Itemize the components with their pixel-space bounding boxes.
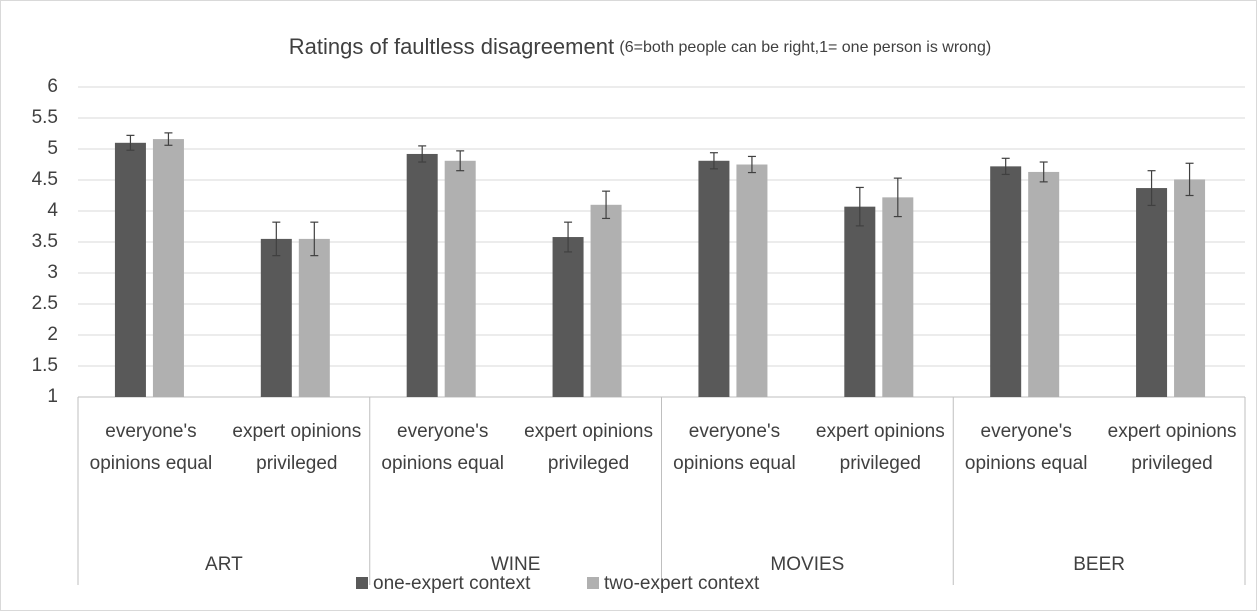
y-tick-label: 6 bbox=[47, 76, 58, 97]
x-tick-label: expert opinions privileged bbox=[524, 421, 653, 474]
error-bar bbox=[1147, 170, 1156, 207]
bar bbox=[444, 160, 476, 397]
y-tick-label: 4.5 bbox=[32, 169, 58, 190]
bar bbox=[260, 238, 292, 397]
y-tick-label: 2.5 bbox=[32, 293, 58, 314]
chart-subtitle: (6=both people can be right,1= one perso… bbox=[619, 39, 991, 56]
y-tick-label: 1.5 bbox=[32, 355, 58, 376]
bar bbox=[1136, 188, 1168, 397]
error-bar bbox=[1185, 162, 1194, 197]
error-bar bbox=[564, 221, 573, 253]
bar bbox=[298, 238, 330, 397]
x-tick-label: everyone's opinions equal bbox=[381, 421, 504, 474]
bar bbox=[736, 164, 768, 397]
group-label: WINE bbox=[491, 554, 541, 575]
legend-swatch bbox=[356, 577, 368, 589]
group-label: ART bbox=[205, 554, 243, 575]
x-tick-label: expert opinions privileged bbox=[1107, 421, 1237, 474]
legend-label: two-expert context bbox=[604, 573, 760, 594]
y-tick-label: 3.5 bbox=[32, 231, 58, 252]
chart-title: Ratings of faultless disagreement bbox=[289, 34, 614, 59]
bar bbox=[990, 166, 1022, 397]
chart-title-line: Ratings of faultless disagreement (6=bot… bbox=[289, 34, 991, 59]
group-label: MOVIES bbox=[770, 554, 844, 575]
x-tick-label: everyone's opinions equal bbox=[673, 421, 796, 474]
error-bar bbox=[709, 152, 718, 170]
bar bbox=[552, 237, 584, 397]
x-tick-label: everyone's opinions equal bbox=[964, 421, 1088, 474]
y-tick-label: 5.5 bbox=[32, 107, 58, 128]
error-bar bbox=[1001, 157, 1010, 176]
y-tick-label: 5 bbox=[47, 138, 58, 159]
error-bar bbox=[602, 190, 611, 220]
error-bar bbox=[893, 177, 902, 218]
error-bar bbox=[310, 221, 319, 257]
x-tick-label: everyone's opinions equal bbox=[89, 421, 213, 474]
y-tick-label: 3 bbox=[47, 262, 58, 283]
error-bar bbox=[1039, 161, 1048, 183]
error-bar bbox=[747, 155, 756, 174]
y-tick-label: 2 bbox=[47, 324, 58, 345]
bar bbox=[882, 197, 914, 397]
legend-label: one-expert context bbox=[373, 573, 531, 594]
error-bar bbox=[855, 186, 864, 227]
x-tick-label: expert opinions privileged bbox=[232, 421, 362, 474]
bar bbox=[406, 153, 438, 397]
bar bbox=[844, 206, 876, 397]
error-bar bbox=[164, 132, 173, 146]
error-bar bbox=[418, 145, 427, 163]
bar bbox=[590, 204, 622, 397]
legend-swatch bbox=[587, 577, 599, 589]
bar bbox=[1174, 179, 1206, 397]
error-bar bbox=[272, 221, 281, 257]
group-label: BEER bbox=[1073, 554, 1125, 575]
y-tick-label: 4 bbox=[47, 200, 58, 221]
error-bar bbox=[126, 134, 135, 151]
bar bbox=[1028, 171, 1060, 397]
error-bar bbox=[456, 150, 465, 172]
y-tick-label: 1 bbox=[47, 386, 58, 407]
bar bbox=[152, 139, 184, 397]
bar bbox=[698, 160, 730, 397]
bar bbox=[114, 142, 146, 397]
x-tick-label: expert opinions privileged bbox=[815, 421, 945, 474]
